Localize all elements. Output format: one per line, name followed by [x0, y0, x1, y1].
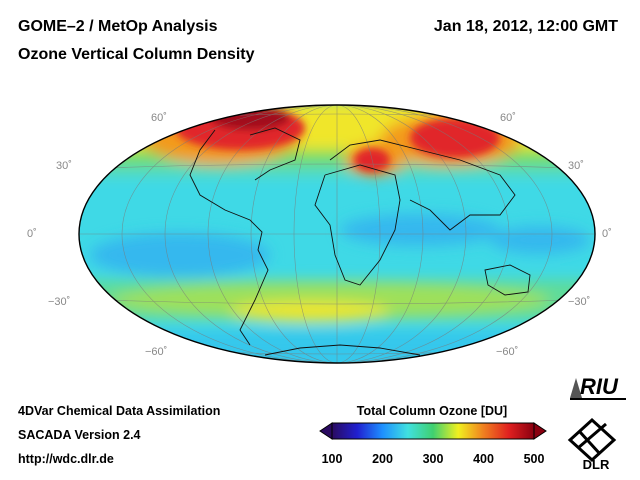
colorbar-tick-label: 400 [473, 452, 494, 466]
footer-method: 4DVar Chemical Data Assimilation [18, 404, 221, 418]
colorbar [319, 422, 547, 440]
ozone-field [79, 105, 595, 363]
page-subtitle: Ozone Vertical Column Density [18, 46, 255, 63]
footer-url[interactable]: http://wdc.dlr.de [18, 452, 114, 466]
riu-logo: RIU [570, 374, 626, 400]
page-title: GOME–2 / MetOp Analysis [18, 18, 218, 35]
colorbar-tick-label: 300 [422, 452, 444, 466]
timestamp: Jan 18, 2012, 12:00 GMT [433, 18, 618, 35]
svg-text:RIU: RIU [580, 374, 619, 399]
colorbar-title: Total Column Ozone [DU] [356, 404, 508, 418]
lat-label-eq-left: 0˚ [27, 228, 37, 240]
lat-label-60n-right: 60˚ [500, 112, 516, 124]
lat-label-eq-right: 0˚ [602, 228, 612, 240]
lat-label-30n-right: 30˚ [568, 160, 584, 172]
svg-text:DLR: DLR [583, 457, 610, 472]
lat-label-30s-left: −30˚ [48, 296, 71, 308]
lat-label-60n-left: 60˚ [151, 112, 167, 124]
lat-label-60s-right: −60˚ [496, 346, 519, 358]
lat-label-30n-left: 30˚ [56, 160, 72, 172]
lat-label-60s-left: −60˚ [145, 346, 168, 358]
lat-label-30s-right: −30˚ [568, 296, 591, 308]
colorbar-high-arrow [533, 422, 547, 440]
colorbar-tick-label: 500 [523, 452, 545, 466]
colorbar-tick-label: 100 [321, 452, 343, 466]
colorbar-tick-label: 200 [372, 452, 393, 466]
dlr-logo: DLR [567, 417, 617, 472]
colorbar-low-arrow [319, 422, 333, 440]
footer-version: SACADA Version 2.4 [18, 428, 141, 442]
